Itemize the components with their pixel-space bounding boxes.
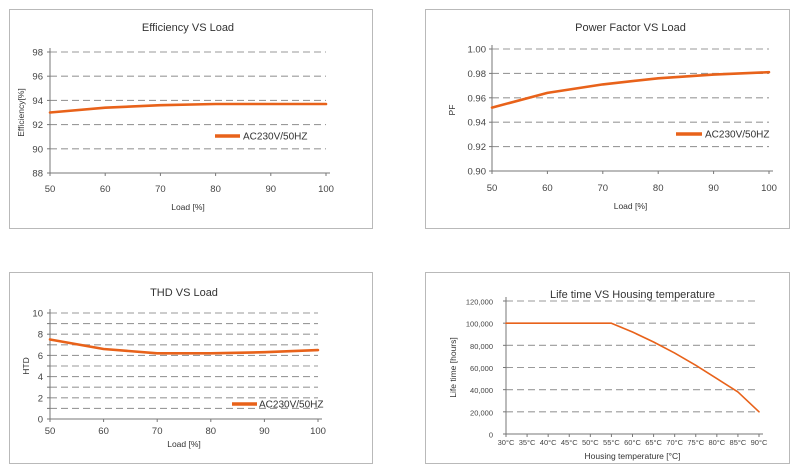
series-line (505, 322, 760, 413)
y-tick-label: 0 (38, 415, 43, 426)
y-tick-label: 90 (32, 144, 43, 155)
y-tick-label: 0 (489, 431, 493, 440)
y-tick-label: 96 (32, 72, 43, 83)
y-tick-label: 60,000 (470, 364, 493, 373)
x-tick-label: 35°C (519, 438, 536, 447)
lifetime-chart-panel: Life time VS Housing temperature 0 20,000 4… (425, 272, 790, 464)
x-tick-label: 80°C (708, 438, 725, 447)
y-axis-label: Life time [hours] (448, 337, 458, 397)
y-tick-label: 0.90 (468, 167, 487, 178)
x-tick-label: 40°C (540, 438, 557, 447)
x-tick-label: 65°C (645, 438, 662, 447)
x-tick-label: 80 (653, 183, 664, 194)
y-tick-label: 88 (32, 169, 43, 180)
x-axis-label: Load [%] (167, 439, 201, 449)
legend-label: AC230V/50HZ (705, 130, 769, 141)
lifetime-chart: Life time VS Housing temperature 0 20,000 4… (448, 289, 768, 461)
x-tick-label: 50°C (582, 438, 599, 447)
x-axis-label: Housing temperature [°C] (585, 451, 681, 461)
x-tick-label: 80 (206, 426, 217, 437)
thd-chart-panel: THD VS Load 0 2 4 6 8 10 50 60 70 80 90 100 Load [%] H… (9, 272, 373, 464)
x-tick-label: 90 (259, 426, 270, 437)
y-tick-label: 40,000 (470, 386, 493, 395)
y-tick-label: 80,000 (470, 342, 493, 351)
x-tick-label: 100 (318, 184, 334, 195)
x-tick-label: 90°C (751, 438, 768, 447)
chart-title: Life time VS Housing temperature (550, 289, 715, 301)
y-axis-label: HTD (21, 357, 31, 374)
y-tick-label: 0.92 (468, 142, 487, 153)
power-factor-chart: Power Factor VS Load 0.90 0.92 0.94 0.96 0.98… (447, 22, 777, 211)
x-axis-label: Load [%] (171, 202, 205, 212)
y-tick-label: 0.94 (468, 118, 487, 129)
y-tick-label: 0.98 (468, 69, 487, 80)
series-line (48, 338, 320, 355)
y-tick-label: 0.96 (468, 93, 487, 104)
y-tick-label: 8 (38, 330, 43, 341)
power-factor-chart-panel: Power Factor VS Load 0.90 0.92 0.94 0.96 0.98… (425, 9, 790, 229)
series-line (490, 70, 771, 109)
x-axis-label: Load [%] (614, 201, 648, 211)
x-tick-label: 100 (761, 183, 777, 194)
legend-label: AC230V/50HZ (259, 400, 323, 411)
y-tick-label: 20,000 (470, 408, 493, 417)
x-tick-label: 30°C (498, 438, 515, 447)
y-axis-label: Efficiency[%] (16, 88, 26, 137)
x-tick-label: 50 (45, 184, 56, 195)
x-tick-label: 60 (98, 426, 109, 437)
efficiency-chart-panel: Efficiency VS Load 88 90 92 94 96 98 50 60 70 80 90… (9, 9, 373, 229)
y-tick-label: 92 (32, 120, 43, 131)
x-tick-label: 60 (100, 184, 111, 195)
x-tick-label: 90 (708, 183, 719, 194)
x-tick-label: 50 (487, 183, 498, 194)
x-tick-label: 50 (45, 426, 56, 437)
series-line (48, 102, 328, 114)
y-tick-label: 6 (38, 351, 43, 362)
y-axis-label: PF (447, 105, 457, 116)
thd-chart: THD VS Load 0 2 4 6 8 10 50 60 70 80 90 100 Load [%] H… (21, 287, 326, 449)
y-tick-label: 94 (32, 96, 43, 107)
y-tick-label: 1.00 (468, 45, 487, 56)
x-tick-label: 100 (310, 426, 326, 437)
x-tick-label: 70 (152, 426, 163, 437)
x-tick-label: 55°C (603, 438, 620, 447)
y-tick-label: 120,000 (466, 298, 493, 307)
x-tick-label: 80 (210, 184, 221, 195)
x-tick-label: 45°C (561, 438, 578, 447)
y-tick-label: 100,000 (466, 320, 493, 329)
x-tick-label: 70°C (666, 438, 683, 447)
y-tick-label: 4 (38, 372, 43, 383)
chart-title: Efficiency VS Load (142, 22, 234, 34)
x-tick-label: 85°C (730, 438, 747, 447)
x-tick-label: 90 (266, 184, 277, 195)
y-tick-label: 98 (32, 48, 43, 59)
y-tick-label: 2 (38, 393, 43, 404)
chart-title: THD VS Load (150, 287, 218, 299)
x-tick-label: 70 (155, 184, 166, 195)
x-tick-label: 60°C (624, 438, 641, 447)
x-tick-label: 75°C (687, 438, 704, 447)
y-tick-label: 10 (32, 309, 43, 320)
chart-title: Power Factor VS Load (575, 22, 686, 34)
x-tick-label: 60 (542, 183, 553, 194)
legend-label: AC230V/50HZ (243, 132, 307, 143)
x-tick-label: 70 (598, 183, 609, 194)
efficiency-chart: Efficiency VS Load 88 90 92 94 96 98 50 60 70 80 90… (16, 22, 334, 212)
